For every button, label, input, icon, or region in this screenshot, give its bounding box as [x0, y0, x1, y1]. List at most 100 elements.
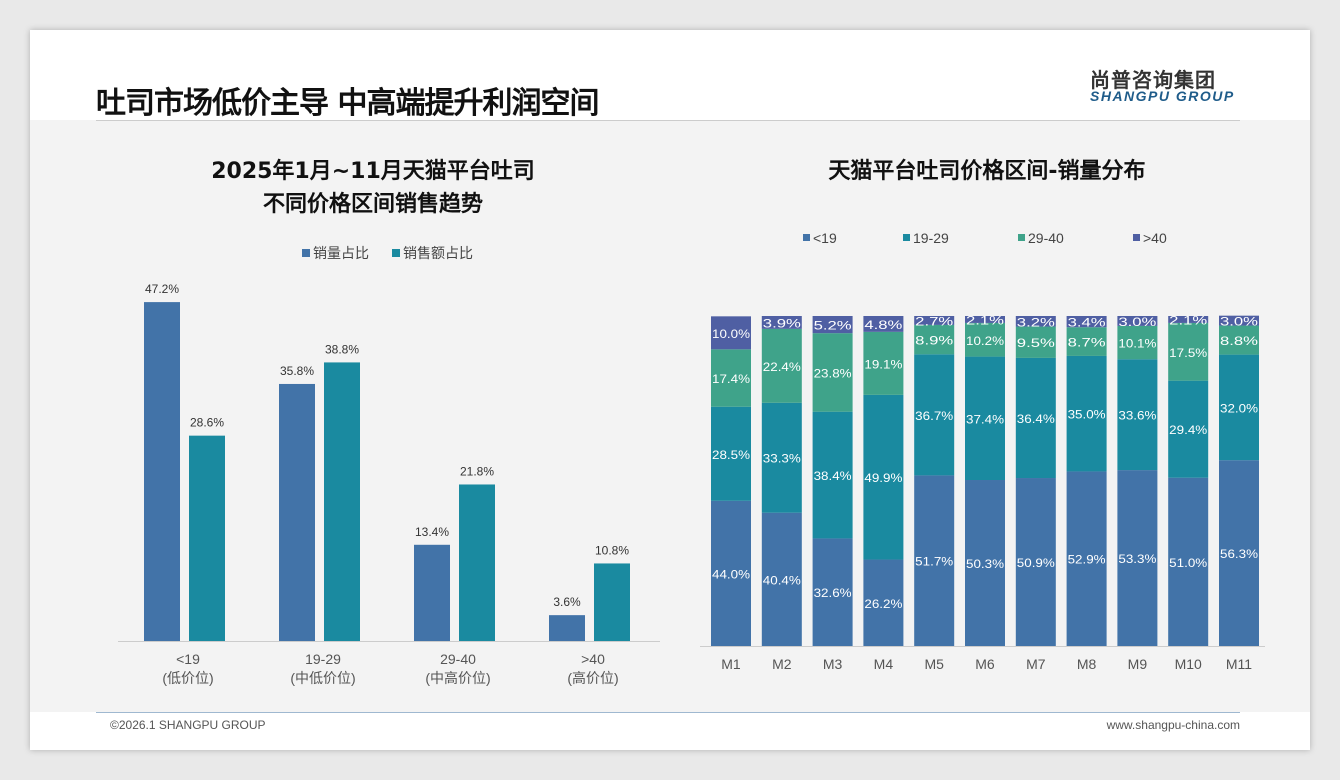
data-label: 37.4%: [966, 412, 1004, 426]
bar-segment: [1219, 460, 1259, 646]
data-label: 17.5%: [1169, 346, 1207, 360]
bar-segment: [1117, 359, 1158, 471]
bar-segment: [1168, 477, 1209, 646]
data-label: 5.2%: [814, 319, 852, 333]
data-label: 32.0%: [1220, 401, 1258, 415]
bar-segment: [1219, 315, 1259, 326]
bar-segment: [1117, 316, 1158, 326]
data-label: 47.2%: [145, 282, 179, 296]
chart1-title-line2: 不同价格区间销售趋势: [263, 191, 483, 217]
x-tick-label: 19-29: [305, 651, 341, 667]
bar-segment: [761, 402, 802, 513]
data-label: 10.8%: [595, 543, 629, 557]
bar-segment: [812, 333, 853, 412]
data-label: 56.3%: [1220, 547, 1258, 561]
bar: [459, 484, 495, 641]
data-label: 38.8%: [325, 342, 359, 356]
bar: [144, 302, 180, 641]
bar-segment: [863, 316, 904, 332]
legend-label: 29-40: [1028, 230, 1064, 246]
data-label: 8.8%: [1220, 334, 1258, 348]
data-label: 49.9%: [864, 471, 902, 485]
data-label: 38.4%: [814, 469, 852, 483]
divider: [96, 120, 1240, 121]
bar-segment: [1117, 325, 1158, 360]
bar-segment: [965, 356, 1005, 481]
bar: [324, 362, 360, 641]
data-label: 33.3%: [763, 452, 801, 466]
bar: [594, 563, 630, 641]
data-label: 35.8%: [280, 364, 314, 378]
data-label: 28.6%: [190, 416, 224, 430]
bar-segment: [1066, 327, 1107, 356]
bar-segment: [711, 316, 751, 350]
bar-segment: [812, 538, 853, 646]
data-label: 36.7%: [915, 409, 953, 423]
data-label: 44.0%: [712, 567, 750, 581]
bar-segment: [863, 559, 904, 646]
data-label: 4.8%: [864, 318, 902, 332]
bar-segment: [914, 354, 955, 476]
data-label: 52.9%: [1068, 553, 1106, 567]
data-label: 21.8%: [460, 464, 494, 478]
footer-website: www.shangpu-china.com: [1106, 718, 1240, 732]
data-label: 35.0%: [1068, 408, 1106, 422]
x-tick-label: M10: [1175, 656, 1202, 672]
bar-segment: [1066, 355, 1107, 472]
data-label: 8.7%: [1068, 336, 1106, 350]
data-label: 40.4%: [763, 573, 801, 587]
x-tick-label: M8: [1077, 656, 1097, 672]
data-label: 3.2%: [1017, 315, 1055, 329]
bar: [189, 435, 225, 641]
data-label: 26.2%: [864, 597, 902, 611]
data-label: 33.6%: [1118, 409, 1156, 423]
bar-segment: [1015, 478, 1056, 646]
bar-segment: [761, 512, 802, 646]
bar-segment: [1219, 325, 1259, 355]
data-label: 3.4%: [1068, 316, 1106, 330]
data-label: 3.9%: [763, 316, 801, 330]
bar-segment: [711, 406, 751, 501]
bar-segment: [1015, 357, 1056, 479]
legend-swatch: [903, 234, 910, 241]
legend-label: >40: [1143, 230, 1167, 246]
bar-segment: [914, 475, 955, 646]
legend-label: 销量占比: [313, 245, 369, 261]
bar: [279, 383, 315, 641]
x-tick-label: M9: [1128, 656, 1148, 672]
data-label: 28.5%: [712, 448, 750, 462]
x-tick-label: <19: [176, 651, 200, 667]
data-label: 53.3%: [1118, 552, 1156, 566]
bar-segment: [914, 324, 955, 355]
bar-segment: [812, 316, 853, 334]
legend-swatch: [392, 249, 400, 257]
data-label: 36.4%: [1017, 412, 1055, 426]
data-label: 17.4%: [712, 372, 750, 386]
data-label: 51.7%: [915, 555, 953, 569]
logo-en: SHANGPU GROUP: [1090, 88, 1235, 104]
legend-swatch: [1133, 234, 1140, 241]
bar-segment: [1168, 316, 1209, 323]
x-tick-label: M6: [975, 656, 995, 672]
data-label: 19.1%: [864, 357, 902, 371]
x-tick-label: >40: [581, 651, 605, 667]
bar-segment: [1117, 470, 1158, 646]
x-tick-label: 29-40: [440, 651, 476, 667]
bar-segment: [711, 349, 751, 407]
data-label: 8.9%: [915, 334, 953, 348]
bar-segment: [965, 480, 1005, 646]
data-label: 2.1%: [1169, 313, 1207, 327]
bar-segment: [965, 322, 1005, 357]
data-label: 29.4%: [1169, 423, 1207, 437]
legend-swatch: [1018, 234, 1025, 241]
data-label: 13.4%: [415, 525, 449, 539]
bar-segment: [863, 394, 904, 560]
bar: [414, 544, 450, 641]
x-tick-label: M7: [1026, 656, 1046, 672]
chart2-title: 天猫平台吐司价格区间-销量分布: [828, 158, 1145, 184]
chart1-title-line1: 2025年1月~11月天猫平台吐司: [211, 158, 535, 184]
x-tick-sublabel: (中高价位): [425, 670, 490, 686]
x-tick-sublabel: (低价位): [162, 670, 213, 686]
bar-segment: [1015, 316, 1056, 327]
data-label: 50.9%: [1017, 556, 1055, 570]
